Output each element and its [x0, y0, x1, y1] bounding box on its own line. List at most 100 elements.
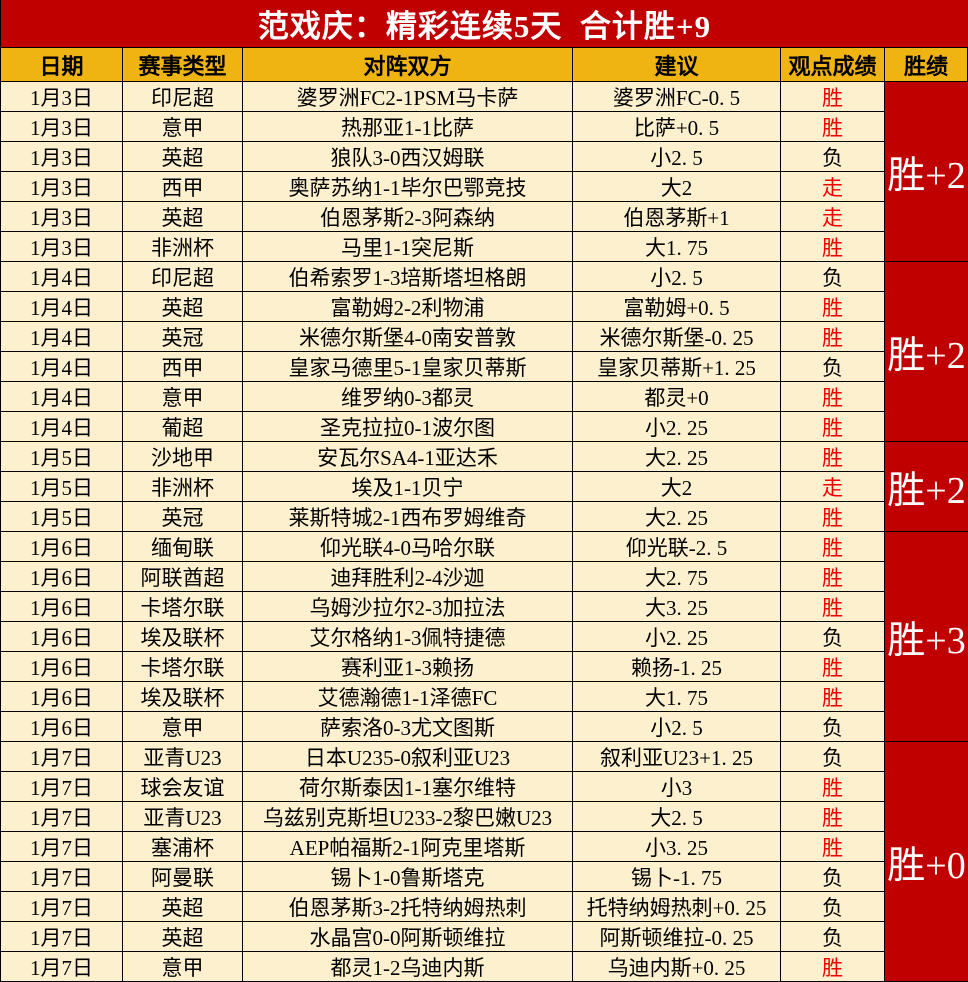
result-cell: 胜 — [781, 412, 885, 442]
table-body: 1月3日 印尼超 婆罗洲FC2-1PSM马卡萨 婆罗洲FC-0. 5 胜 1月3日 意甲 热那… — [1, 82, 968, 982]
league-cell: 英超 — [123, 292, 243, 322]
league-cell: 非洲杯 — [123, 232, 243, 262]
table-row: 1月6日 卡塔尔联 赛利亚1-3赖扬 赖扬-1. 25 胜 — [1, 652, 885, 682]
date-cell: 1月6日 — [1, 592, 123, 622]
result-cell: 胜 — [781, 292, 885, 322]
date-cell: 1月7日 — [1, 742, 123, 772]
result-cell: 胜 — [781, 562, 885, 592]
match-cell: 莱斯特城2-1西布罗姆维奇 — [243, 502, 573, 532]
table-row: 1月5日 英冠 莱斯特城2-1西布罗姆维奇 大2. 25 胜 — [1, 502, 885, 532]
league-cell: 沙地甲 — [123, 442, 243, 472]
table-row: 1月6日 阿联酋超 迪拜胜利2-4沙迦 大2. 75 胜 — [1, 562, 885, 592]
date-cell: 1月4日 — [1, 262, 123, 292]
advice-cell: 大2. 5 — [573, 802, 781, 832]
column-header-result: 观点成绩 — [781, 47, 885, 82]
league-cell: 意甲 — [123, 712, 243, 742]
match-cell: 日本U235-0叙利亚U23 — [243, 742, 573, 772]
date-cell: 1月6日 — [1, 532, 123, 562]
advice-cell: 小2. 25 — [573, 412, 781, 442]
advice-cell: 仰光联-2. 5 — [573, 532, 781, 562]
match-cell: 伯恩茅斯2-3阿森纳 — [243, 202, 573, 232]
match-cell: 荷尔斯泰因1-1塞尔维特 — [243, 772, 573, 802]
result-cell: 胜 — [781, 772, 885, 802]
advice-cell: 比萨+0. 5 — [573, 112, 781, 142]
match-cell: 艾尔格纳1-3佩特捷德 — [243, 622, 573, 652]
result-cell: 走 — [781, 472, 885, 502]
advice-cell: 大1. 75 — [573, 232, 781, 262]
table-row: 1月4日 西甲 皇家马德里5-1皇家贝蒂斯 皇家贝蒂斯+1. 25 负 — [1, 352, 885, 382]
table-row: 1月6日 埃及联杯 艾尔格纳1-3佩特捷德 小2. 25 负 — [1, 622, 885, 652]
match-cell: 富勒姆2-2利物浦 — [243, 292, 573, 322]
advice-cell: 大3. 25 — [573, 592, 781, 622]
date-cell: 1月7日 — [1, 922, 123, 952]
table-row: 1月5日 沙地甲 安瓦尔SA4-1亚达禾 大2. 25 胜 — [1, 442, 885, 472]
date-group-rows: 1月6日 缅甸联 仰光联4-0马哈尔联 仰光联-2. 5 胜 1月6日 阿联酋超 迪拜胜利2-… — [1, 532, 885, 742]
table-row: 1月6日 卡塔尔联 乌姆沙拉尔2-3加拉法 大3. 25 胜 — [1, 592, 885, 622]
advice-cell: 大2. 25 — [573, 442, 781, 472]
league-cell: 英超 — [123, 202, 243, 232]
date-cell: 1月5日 — [1, 442, 123, 472]
advice-cell: 小3. 25 — [573, 832, 781, 862]
column-header-record: 胜绩 — [885, 47, 968, 82]
table-row: 1月4日 意甲 维罗纳0-3都灵 都灵+0 胜 — [1, 382, 885, 412]
date-group: 1月7日 亚青U23 日本U235-0叙利亚U23 叙利亚U23+1. 25 负 1月7日… — [1, 742, 968, 982]
league-cell: 球会友谊 — [123, 772, 243, 802]
match-cell: 热那亚1-1比萨 — [243, 112, 573, 142]
match-cell: 维罗纳0-3都灵 — [243, 382, 573, 412]
date-cell: 1月3日 — [1, 172, 123, 202]
advice-cell: 锡卜-1. 75 — [573, 862, 781, 892]
table-row: 1月7日 意甲 都灵1-2乌迪内斯 乌迪内斯+0. 25 胜 — [1, 952, 885, 982]
result-cell: 负 — [781, 142, 885, 172]
banner: 范戏庆：精彩连续5天 合计胜+9 — [1, 0, 968, 47]
date-group-rows: 1月3日 印尼超 婆罗洲FC2-1PSM马卡萨 婆罗洲FC-0. 5 胜 1月3日 意甲 热那… — [1, 82, 885, 262]
league-cell: 意甲 — [123, 382, 243, 412]
date-cell: 1月3日 — [1, 112, 123, 142]
date-cell: 1月7日 — [1, 802, 123, 832]
banner-title: 范戏庆：精彩连续5天 合计胜+9 — [257, 9, 712, 44]
result-cell: 胜 — [781, 232, 885, 262]
league-cell: 英超 — [123, 922, 243, 952]
advice-cell: 小3 — [573, 772, 781, 802]
column-header-match: 对阵双方 — [243, 47, 573, 82]
result-cell: 胜 — [781, 322, 885, 352]
result-cell: 负 — [781, 862, 885, 892]
table-row: 1月7日 亚青U23 日本U235-0叙利亚U23 叙利亚U23+1. 25 负 — [1, 742, 885, 772]
league-cell: 阿联酋超 — [123, 562, 243, 592]
result-cell: 胜 — [781, 682, 885, 712]
date-group: 1月6日 缅甸联 仰光联4-0马哈尔联 仰光联-2. 5 胜 1月6日 阿联酋超 迪拜胜利2-… — [1, 532, 968, 742]
date-cell: 1月4日 — [1, 412, 123, 442]
match-cell: 都灵1-2乌迪内斯 — [243, 952, 573, 982]
advice-cell: 婆罗洲FC-0. 5 — [573, 82, 781, 112]
result-cell: 胜 — [781, 442, 885, 472]
match-cell: 婆罗洲FC2-1PSM马卡萨 — [243, 82, 573, 112]
league-cell: 塞浦杯 — [123, 832, 243, 862]
league-cell: 阿曼联 — [123, 862, 243, 892]
advice-cell: 赖扬-1. 25 — [573, 652, 781, 682]
match-cell: 赛利亚1-3赖扬 — [243, 652, 573, 682]
date-cell: 1月7日 — [1, 832, 123, 862]
result-cell: 走 — [781, 202, 885, 232]
advice-cell: 阿斯顿维拉-0. 25 — [573, 922, 781, 952]
match-cell: 锡卜1-0鲁斯塔克 — [243, 862, 573, 892]
date-cell: 1月3日 — [1, 232, 123, 262]
league-cell: 缅甸联 — [123, 532, 243, 562]
league-cell: 英超 — [123, 142, 243, 172]
league-cell: 意甲 — [123, 112, 243, 142]
match-cell: 乌兹别克斯坦U233-2黎巴嫩U23 — [243, 802, 573, 832]
date-cell: 1月6日 — [1, 682, 123, 712]
table-row: 1月7日 英超 水晶宫0-0阿斯顿维拉 阿斯顿维拉-0. 25 负 — [1, 922, 885, 952]
date-cell: 1月6日 — [1, 562, 123, 592]
league-cell: 埃及联杯 — [123, 682, 243, 712]
date-cell: 1月6日 — [1, 622, 123, 652]
date-group: 1月4日 印尼超 伯希索罗1-3培斯塔坦格朗 小2. 5 负 1月4日 英超 富勒姆2-2利物… — [1, 262, 968, 442]
date-cell: 1月6日 — [1, 712, 123, 742]
table-row: 1月3日 非洲杯 马里1-1突尼斯 大1. 75 胜 — [1, 232, 885, 262]
match-cell: 乌姆沙拉尔2-3加拉法 — [243, 592, 573, 622]
league-cell: 印尼超 — [123, 82, 243, 112]
table-row: 1月3日 西甲 奥萨苏纳1-1毕尔巴鄂竞技 大2 走 — [1, 172, 885, 202]
